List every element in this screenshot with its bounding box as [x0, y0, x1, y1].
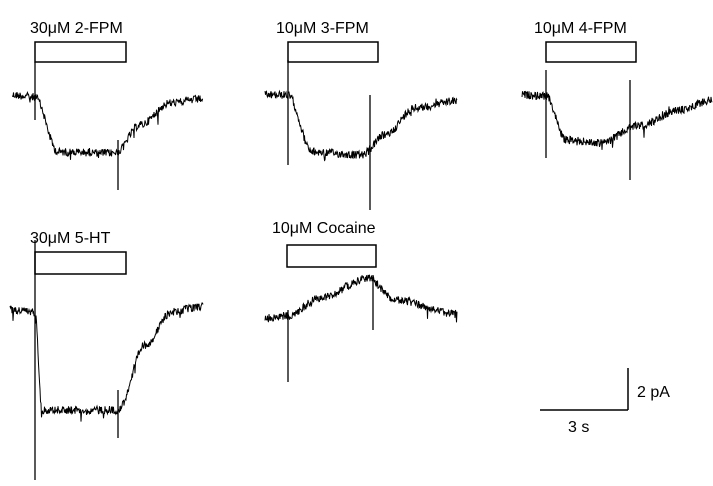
application-bar — [286, 244, 377, 268]
scale-label: 3 s — [568, 419, 589, 436]
current-trace — [521, 90, 713, 150]
panel-label: 30μM 2-FPM — [30, 20, 123, 37]
panel-label: 10μM 4-FPM — [534, 20, 627, 37]
current-trace — [264, 274, 458, 323]
application-bar — [34, 41, 127, 63]
current-trace — [264, 89, 458, 162]
panel-label: 10μM 3-FPM — [276, 20, 369, 37]
current-trace — [11, 91, 204, 160]
application-bar — [287, 41, 379, 63]
panel-label: 30μM 5-HT — [30, 230, 111, 247]
scale-label: 2 pA — [637, 384, 670, 401]
current-trace — [9, 302, 204, 422]
application-bar — [545, 41, 637, 63]
panel-label: 10μM Cocaine — [272, 220, 376, 237]
traces — [9, 60, 713, 480]
application-bar — [34, 251, 127, 275]
